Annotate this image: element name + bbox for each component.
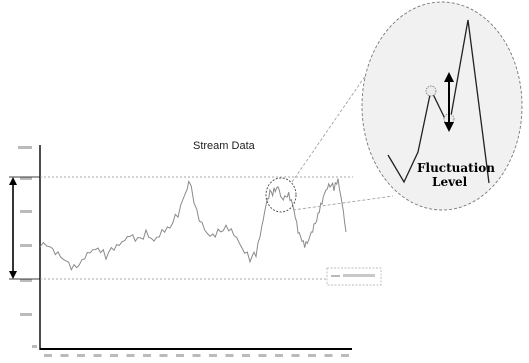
connector-lower [292, 195, 394, 211]
x-tick-marks [44, 354, 349, 357]
x-tick-mark [341, 354, 349, 357]
magnifier: Fluctuation Level [361, 1, 523, 211]
y-tick-marks [18, 146, 37, 348]
x-tick-mark [209, 354, 217, 357]
x-tick-mark [275, 354, 283, 357]
stream-data-series [39, 178, 347, 272]
x-tick-mark [44, 354, 52, 357]
zoom-marker-peak [425, 85, 437, 97]
x-tick-mark [93, 354, 102, 357]
x-tick-mark [242, 354, 250, 357]
x-tick-mark [110, 354, 118, 357]
magnifier-circle [361, 1, 523, 211]
x-tick-mark [225, 354, 234, 357]
x-tick-mark [308, 354, 316, 357]
x-tick-mark [159, 354, 168, 357]
x-tick-mark [291, 354, 300, 357]
x-tick-mark [258, 354, 267, 357]
x-tick-mark [126, 354, 135, 357]
fluctuation-label-line2: Level [432, 175, 468, 189]
x-tick-mark [324, 354, 333, 357]
highlight-ring [265, 177, 297, 213]
x-tick-mark [77, 354, 85, 357]
fluctuation-label-line1: Fluctuation [417, 161, 495, 175]
plot-axes [39, 145, 352, 350]
x-tick-mark [176, 354, 184, 357]
chart-title: Stream Data [193, 140, 256, 152]
legend-box [326, 267, 382, 286]
x-tick-mark [143, 354, 151, 357]
x-tick-mark [60, 354, 69, 357]
x-tick-mark [192, 354, 201, 357]
